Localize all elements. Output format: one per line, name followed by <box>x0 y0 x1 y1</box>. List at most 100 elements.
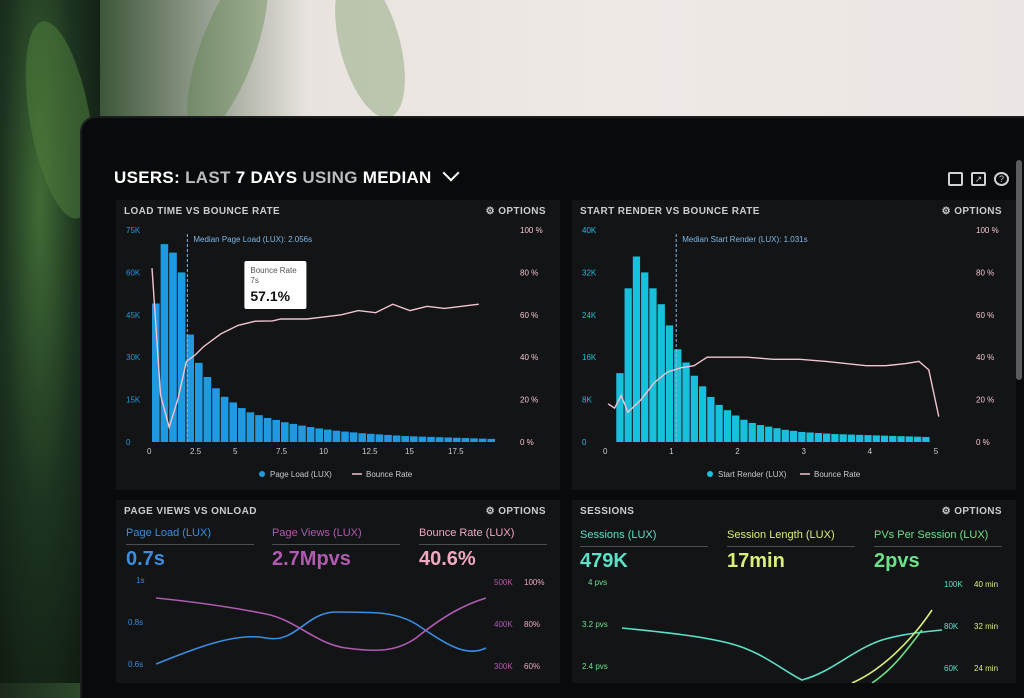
bar <box>470 438 478 442</box>
bar <box>177 272 186 442</box>
y-left-tick: 8K <box>582 396 592 405</box>
bar <box>856 434 864 442</box>
y-right-tick: 40 % <box>976 353 994 362</box>
sessions-line <box>622 627 942 681</box>
share-icon[interactable]: ↗ <box>971 172 986 186</box>
options-button[interactable]: ⚙ OPTIONS <box>941 506 1002 517</box>
chevron-down-icon[interactable] <box>442 164 460 182</box>
bar <box>781 429 789 442</box>
bar <box>375 434 384 442</box>
y-right-tick: 0 % <box>520 438 534 447</box>
options-label: OPTIONS <box>954 206 1002 217</box>
bar <box>806 432 814 442</box>
y-tick: 400K <box>494 620 513 629</box>
y-left-tick: 24K <box>582 311 597 320</box>
bar <box>246 412 255 442</box>
panel-title: START RENDER VS BOUNCE RATE <box>580 206 760 217</box>
options-button[interactable]: ⚙ OPTIONS <box>485 506 546 517</box>
bar <box>616 373 624 442</box>
bar <box>341 431 349 442</box>
bar <box>453 437 461 442</box>
divider <box>727 546 855 547</box>
dashboard-title[interactable]: USERS: LAST 7 DAYS USING MEDIAN <box>114 164 460 188</box>
median-label: Median Start Render (LUX): 1.031s <box>682 235 807 244</box>
divider <box>126 544 254 545</box>
metric-value: 0.7s <box>126 548 165 570</box>
y-left-tick: 15K <box>126 396 141 405</box>
bar <box>864 435 872 442</box>
y-right-tick: 40 % <box>520 353 538 362</box>
legend-marker-bars <box>259 471 265 477</box>
bar <box>384 434 392 442</box>
y-right-tick: 20 % <box>976 396 994 405</box>
start-render-chart: 40K 32K 24K 16K 8K 0 100 % 80 % 60 % 40 % 20 % 0 % 0… <box>582 226 999 479</box>
bar <box>872 435 880 442</box>
y-tick: 0.8s <box>128 618 144 627</box>
options-button[interactable]: ⚙ OPTIONS <box>941 206 1002 217</box>
median-label: Median Page Load (LUX): 2.056s <box>193 235 312 244</box>
bar <box>740 419 748 442</box>
bar <box>427 436 435 442</box>
metric-label: Sessions (LUX) <box>580 529 657 541</box>
bar <box>152 303 160 442</box>
metric-label: Page Load (LUX) <box>126 527 211 539</box>
bar <box>715 404 723 442</box>
bar <box>435 437 444 442</box>
legend-label: Bounce Rate <box>814 470 861 479</box>
panel-title: LOAD TIME VS BOUNCE RATE <box>124 206 281 217</box>
bar <box>349 432 358 442</box>
y-right-tick: 0 % <box>976 438 990 447</box>
help-icon[interactable]: ? <box>994 172 1009 186</box>
metric-value: 2pvs <box>874 550 920 572</box>
y-left-tick: 40K <box>582 226 597 235</box>
tooltip-title: Bounce Rate <box>250 266 297 275</box>
x-tick: 10 <box>319 447 328 456</box>
bar <box>358 433 366 442</box>
pvs-per-session-line <box>871 629 923 683</box>
bar <box>401 436 409 442</box>
bar <box>880 435 889 442</box>
monitor-icon[interactable] <box>948 172 963 186</box>
y-tick: 1s <box>136 576 145 585</box>
y-tick: 100% <box>524 578 545 587</box>
scrollbar[interactable] <box>1016 160 1022 380</box>
y-left-tick: 75K <box>126 226 141 235</box>
legend-label: Page Load (LUX) <box>270 470 332 479</box>
x-tick: 5 <box>934 447 939 456</box>
bar <box>392 435 401 442</box>
bar <box>649 288 657 442</box>
y-right-tick: 60 % <box>520 311 538 320</box>
x-tick: 1 <box>669 447 674 456</box>
y-tick: 60K <box>944 664 959 673</box>
title-prefix: USERS: <box>114 168 181 187</box>
y-right-tick: 20 % <box>520 396 538 405</box>
y-tick: 24 min <box>974 664 999 673</box>
options-label: OPTIONS <box>498 206 546 217</box>
bar <box>281 422 289 442</box>
bar <box>367 433 375 442</box>
y-right-tick: 100 % <box>520 226 543 235</box>
options-label: OPTIONS <box>498 506 546 517</box>
bar <box>665 325 674 442</box>
options-button[interactable]: ⚙ OPTIONS <box>485 206 546 217</box>
page-load-line <box>156 611 486 665</box>
y-tick: 100K <box>944 580 963 589</box>
y-left-tick: 45K <box>126 311 141 320</box>
y-left-tick: 16K <box>582 353 597 362</box>
title-stat: MEDIAN <box>362 168 432 187</box>
legend-marker-bars <box>707 471 713 477</box>
bar <box>682 362 690 442</box>
bar <box>839 434 847 442</box>
x-tick: 5 <box>233 447 238 456</box>
bar <box>263 417 272 442</box>
y-left-tick: 0 <box>582 438 587 447</box>
bounce-rate-line <box>151 268 479 430</box>
bar <box>461 438 470 442</box>
metric-label: PVs Per Session (LUX) <box>874 529 989 541</box>
bar <box>847 434 856 442</box>
bar <box>922 436 930 442</box>
bar <box>203 376 212 442</box>
bar <box>487 438 495 442</box>
bar <box>306 427 315 442</box>
legend-label: Start Render (LUX) <box>718 470 787 479</box>
